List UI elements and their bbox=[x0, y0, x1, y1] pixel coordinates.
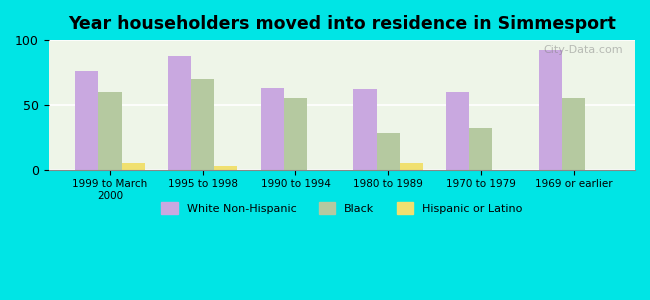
Bar bbox=[214, 166, 237, 170]
Title: Year householders moved into residence in Simmesport: Year householders moved into residence i… bbox=[68, 15, 616, 33]
Bar bbox=[98, 92, 122, 170]
Bar bbox=[539, 50, 562, 169]
Bar bbox=[354, 89, 376, 170]
Bar bbox=[400, 163, 423, 170]
Bar bbox=[446, 92, 469, 170]
Bar bbox=[469, 128, 493, 169]
Bar bbox=[168, 56, 191, 170]
Bar bbox=[376, 133, 400, 169]
Bar bbox=[191, 79, 214, 170]
Bar bbox=[284, 98, 307, 170]
Text: City-Data.com: City-Data.com bbox=[543, 45, 623, 55]
Bar bbox=[75, 71, 98, 170]
Bar bbox=[122, 163, 145, 170]
Bar bbox=[562, 98, 585, 170]
Legend: White Non-Hispanic, Black, Hispanic or Latino: White Non-Hispanic, Black, Hispanic or L… bbox=[157, 198, 527, 218]
Bar bbox=[261, 88, 284, 170]
